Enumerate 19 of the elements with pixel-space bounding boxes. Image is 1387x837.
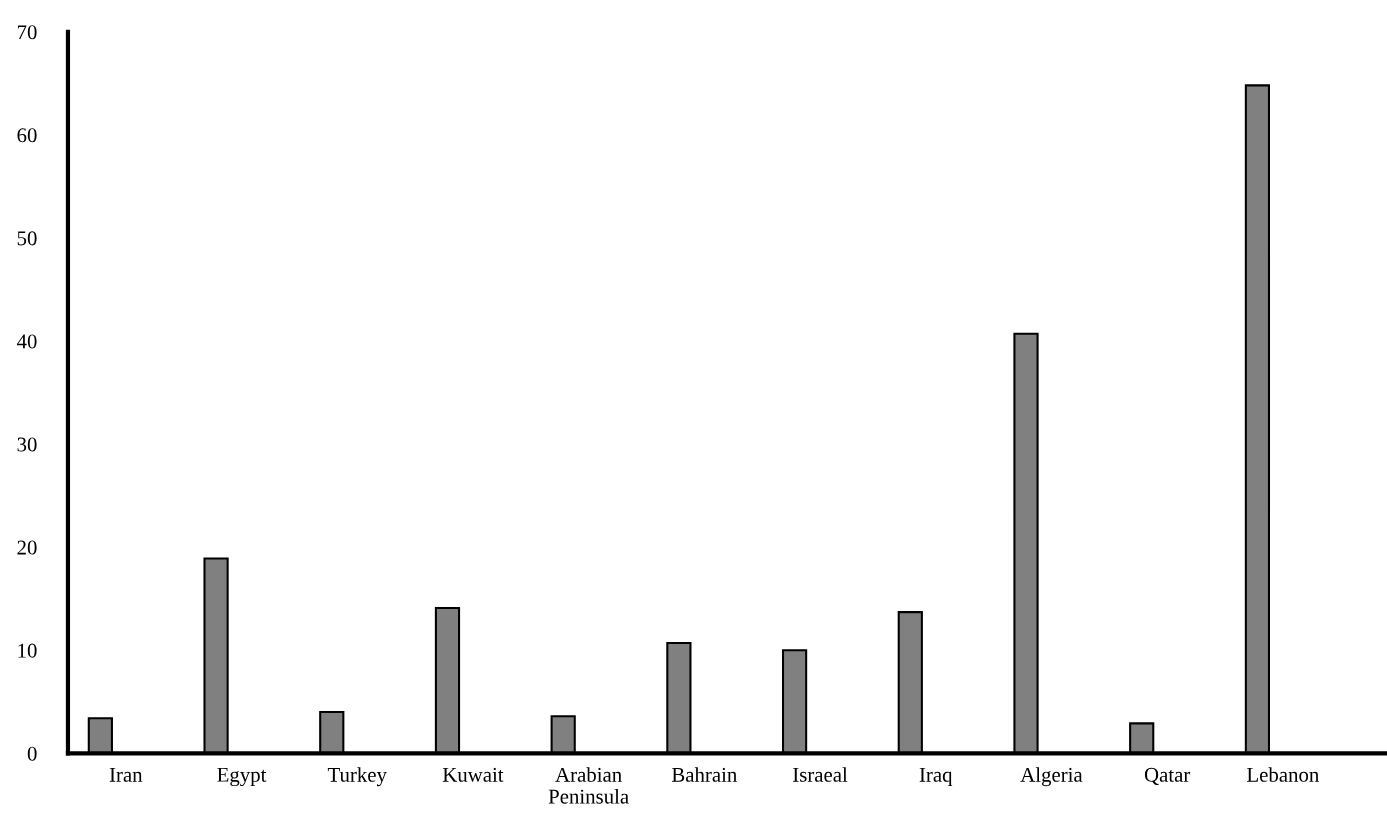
- x-tick-label: Iraq: [919, 768, 953, 787]
- y-tick-label: 0: [27, 746, 37, 761]
- x-tick-label: Arabian Peninsula: [548, 767, 629, 804]
- x-tick-label: Kuwait: [442, 767, 504, 782]
- x-tick-label: Qatar: [1144, 767, 1191, 786]
- x-tick-label: Bahrain: [671, 767, 737, 782]
- x-tick-label: Lebanon: [1247, 767, 1319, 782]
- y-tick-label: 20: [17, 540, 37, 555]
- x-tick-label: Egypt: [217, 767, 267, 787]
- x-tick-label: Turkey: [327, 767, 387, 787]
- x-tick-label: Israeal: [793, 767, 848, 782]
- y-tick-label: 60: [17, 128, 37, 143]
- y-tick-label: 30: [17, 437, 37, 452]
- y-tick-label: 70: [17, 25, 37, 40]
- y-tick-label: 50: [17, 231, 37, 246]
- x-tick-label: Iran: [109, 768, 143, 782]
- y-tick-label: 10: [18, 643, 37, 658]
- x-tick-label: Algeria: [1020, 767, 1083, 787]
- y-tick-label: 40: [16, 334, 37, 349]
